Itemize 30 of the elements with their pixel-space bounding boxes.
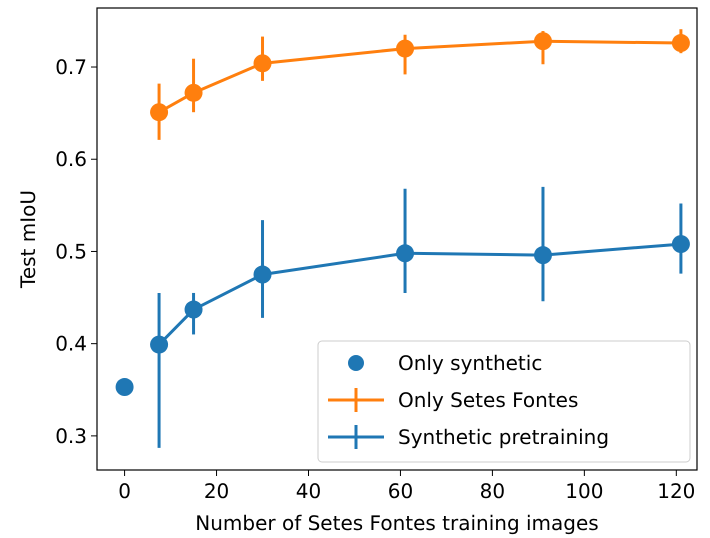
x-tick-label: 20 [204, 479, 230, 503]
y-tick-label: 0.5 [55, 239, 87, 264]
point [254, 54, 272, 72]
point [534, 32, 552, 50]
point [396, 40, 414, 58]
point [672, 235, 690, 254]
x-tick-label: 100 [565, 479, 604, 503]
y-tick-label: 0.4 [55, 332, 87, 356]
point [254, 266, 272, 284]
point [534, 246, 552, 264]
x-tick-label: 60 [388, 479, 414, 503]
point [184, 300, 203, 319]
y-tick-label: 0.6 [55, 147, 87, 172]
point [150, 336, 168, 354]
point [116, 378, 134, 396]
legend-label: Only synthetic [398, 351, 542, 375]
x-tick-label: 40 [296, 479, 322, 503]
y-tick-label: 0.7 [55, 55, 87, 80]
x-tick-label: 80 [480, 479, 506, 503]
y-axis-title: Test mIoU [16, 190, 40, 289]
legend-label: Synthetic pretraining [398, 425, 610, 449]
point [150, 103, 168, 122]
legend-label: Only Setes Fontes [398, 388, 578, 412]
y-tick-label: 0.3 [55, 424, 87, 448]
x-tick-label: 120 [657, 479, 696, 503]
point [396, 244, 414, 262]
point [672, 34, 690, 52]
point [184, 84, 203, 102]
x-tick-label: 0 [118, 479, 131, 503]
x-axis-title: Number of Setes Fontes training images [195, 511, 599, 535]
